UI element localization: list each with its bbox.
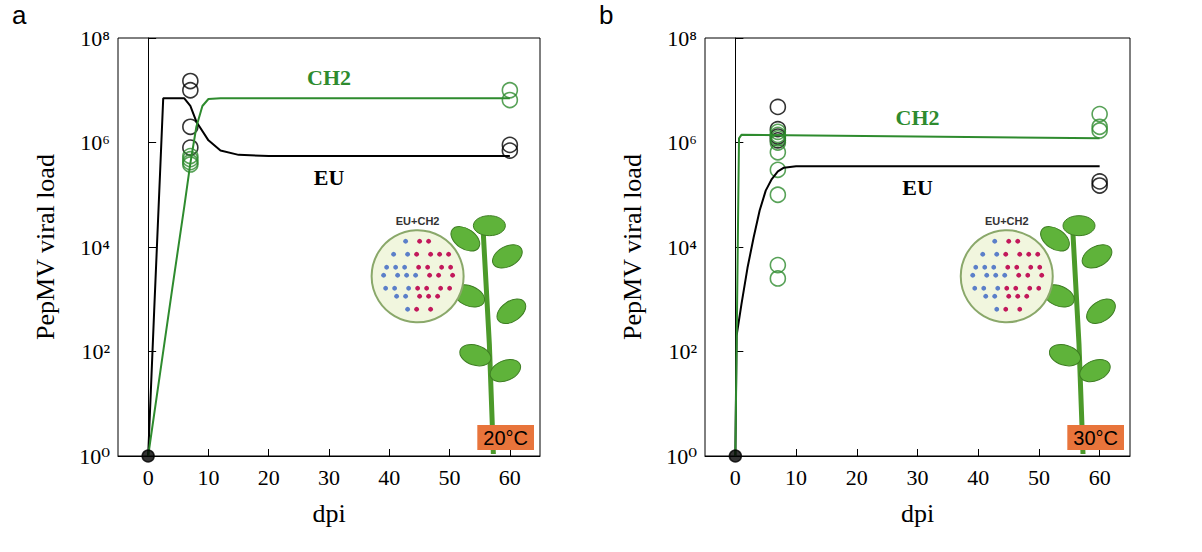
svg-text:30: 30 (907, 465, 929, 490)
svg-text:10⁴: 10⁴ (667, 235, 697, 260)
svg-text:30°C: 30°C (1073, 427, 1118, 449)
svg-text:EU: EU (314, 165, 345, 190)
svg-text:10⁶: 10⁶ (667, 130, 697, 155)
svg-text:10⁸: 10⁸ (667, 26, 697, 51)
svg-text:60: 60 (499, 465, 521, 490)
svg-text:EU: EU (902, 175, 933, 200)
svg-text:10: 10 (785, 465, 807, 490)
svg-text:dpi: dpi (312, 499, 345, 528)
svg-text:20: 20 (846, 465, 868, 490)
svg-text:PepMV viral load: PepMV viral load (618, 154, 647, 340)
svg-text:b: b (599, 0, 613, 30)
svg-text:10⁶: 10⁶ (80, 130, 110, 155)
svg-text:a: a (12, 0, 27, 30)
svg-text:60: 60 (1089, 465, 1111, 490)
svg-text:10²: 10² (81, 339, 110, 364)
svg-text:EU+CH2: EU+CH2 (985, 215, 1029, 227)
svg-text:dpi: dpi (901, 499, 934, 528)
svg-text:20: 20 (258, 465, 280, 490)
svg-text:10⁸: 10⁸ (80, 26, 110, 51)
svg-text:CH2: CH2 (307, 65, 351, 90)
svg-text:30: 30 (318, 465, 340, 490)
svg-text:CH2: CH2 (896, 105, 940, 130)
svg-text:10⁰: 10⁰ (79, 444, 110, 469)
svg-text:10⁰: 10⁰ (666, 444, 697, 469)
svg-text:10: 10 (197, 465, 219, 490)
svg-text:EU+CH2: EU+CH2 (396, 215, 440, 227)
svg-text:40: 40 (967, 465, 989, 490)
svg-text:0: 0 (143, 465, 154, 490)
svg-text:50: 50 (1028, 465, 1050, 490)
svg-text:20°C: 20°C (483, 427, 528, 449)
svg-text:PepMV viral load: PepMV viral load (31, 154, 60, 340)
svg-text:0: 0 (730, 465, 741, 490)
svg-text:10⁴: 10⁴ (80, 235, 110, 260)
svg-text:40: 40 (378, 465, 400, 490)
svg-text:50: 50 (439, 465, 461, 490)
svg-text:10²: 10² (668, 339, 697, 364)
